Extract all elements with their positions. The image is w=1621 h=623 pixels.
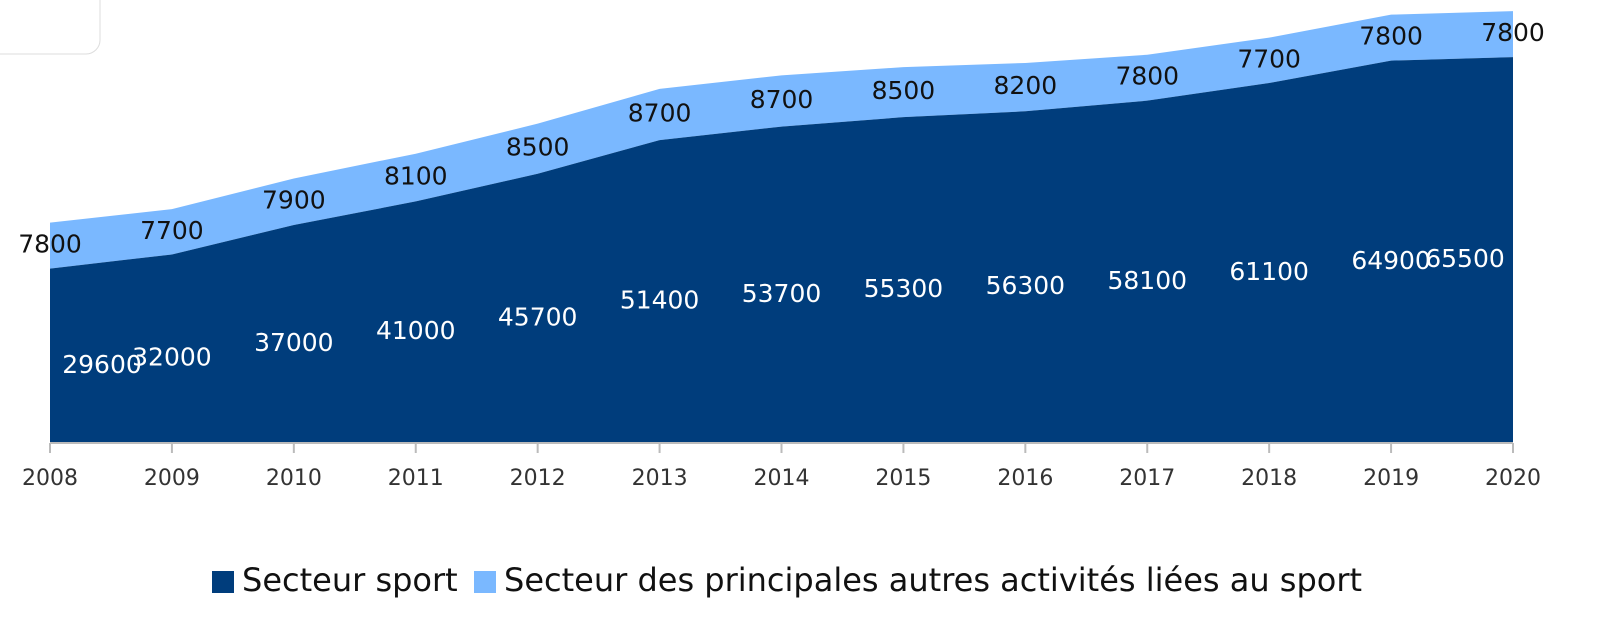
overlay-box	[0, 0, 101, 55]
x-tick-label: 2015	[875, 466, 931, 491]
data-label: 64900	[1351, 246, 1431, 275]
data-label: 7700	[1237, 44, 1301, 73]
data-label: 53700	[742, 279, 822, 308]
data-label: 41000	[376, 316, 456, 345]
x-tick-label: 2008	[22, 466, 78, 491]
data-label: 7800	[18, 230, 82, 259]
x-tick-label: 2013	[632, 466, 688, 491]
data-label: 7800	[1115, 62, 1179, 91]
x-tick-label: 2018	[1241, 466, 1297, 491]
data-label: 45700	[498, 302, 578, 331]
data-label: 55300	[864, 274, 944, 303]
x-tick-label: 2017	[1119, 466, 1175, 491]
legend-swatch	[212, 571, 234, 593]
data-label: 7800	[1481, 18, 1545, 47]
x-tick-label: 2020	[1485, 466, 1541, 491]
data-label: 7800	[1359, 22, 1423, 51]
data-label: 65500	[1425, 244, 1505, 273]
data-label: 61100	[1229, 257, 1309, 286]
x-tick-label: 2014	[754, 466, 810, 491]
legend-label: Secteur sport	[242, 561, 458, 599]
data-label: 58100	[1107, 266, 1187, 295]
area	[50, 11, 1513, 269]
data-label: 29600	[62, 350, 142, 379]
area	[50, 57, 1513, 443]
data-label: 8700	[750, 85, 814, 114]
data-label: 56300	[986, 271, 1066, 300]
x-tick-label: 2012	[510, 466, 566, 491]
data-label: 8500	[506, 133, 570, 162]
x-tick-label: 2009	[144, 466, 200, 491]
legend-swatch	[474, 571, 496, 593]
data-label: 8700	[628, 99, 692, 128]
x-tick-label: 2010	[266, 466, 322, 491]
x-tick-label: 2019	[1363, 466, 1419, 491]
data-label: 51400	[620, 286, 700, 315]
data-label: 8200	[994, 71, 1058, 100]
data-label: 7900	[262, 186, 326, 215]
data-label: 32000	[132, 343, 212, 372]
data-label: 8100	[384, 162, 448, 191]
data-label: 37000	[254, 328, 334, 357]
x-tick-label: 2016	[997, 466, 1053, 491]
data-label: 8500	[872, 76, 936, 105]
data-label: 7700	[140, 216, 204, 245]
legend-label: Secteur des principales autres activités…	[504, 561, 1362, 599]
x-tick-label: 2011	[388, 466, 444, 491]
